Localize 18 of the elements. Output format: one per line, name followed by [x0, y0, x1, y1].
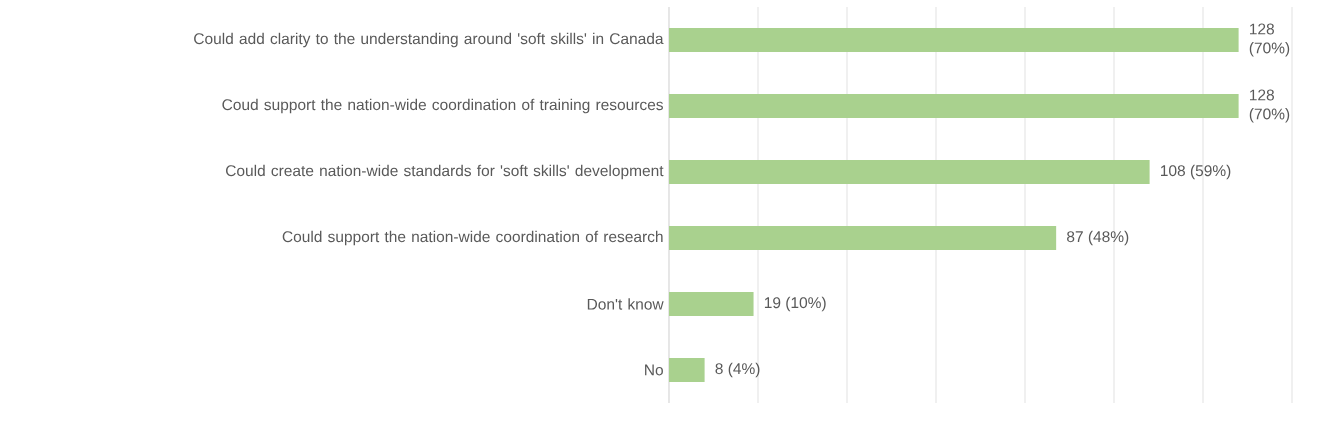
bar	[669, 28, 1239, 53]
bar	[669, 292, 754, 316]
bar	[669, 160, 1150, 185]
y-tick-label: Could support the nation-wide coordination of research	[282, 230, 663, 246]
data-label: 8 (4%)	[715, 362, 760, 378]
y-tick-label: Coud support the nation-wide coordination of training resources	[222, 98, 663, 114]
y-tick-label: No	[645, 364, 663, 376]
data-label: 108 (59%)	[1160, 164, 1231, 180]
data-label: 128 (70%)	[1249, 89, 1290, 123]
bar	[669, 226, 1057, 251]
bar	[669, 358, 705, 382]
y-tick-label: Could add clarity to the understanding around 'soft skills' in Canada	[194, 32, 664, 48]
data-label: 19 (10%)	[764, 296, 826, 312]
data-label: 87 (48%)	[1067, 230, 1129, 246]
y-tick-label: Don't know	[587, 298, 664, 310]
data-label: 128 (70%)	[1249, 23, 1290, 57]
y-tick-label: Could create nation-wide standards for 'soft skills' development	[226, 164, 664, 180]
bar	[669, 94, 1239, 119]
